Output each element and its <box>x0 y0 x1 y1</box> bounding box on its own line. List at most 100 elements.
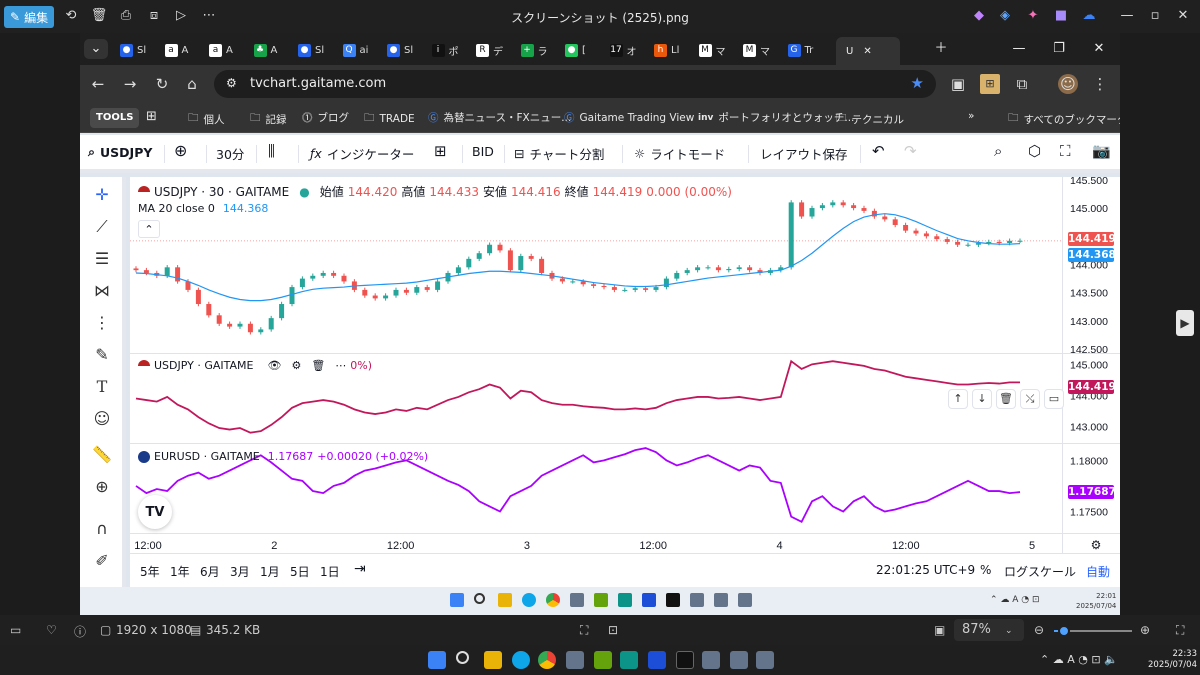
clock-label[interactable]: 22:01:25 UTC+9 <box>876 563 976 577</box>
bookmark-folder-4[interactable]: 🗀 テクニカル <box>836 110 904 128</box>
range-3m[interactable]: 3月 <box>230 565 250 579</box>
browser-tab[interactable]: G Tr <box>787 39 828 61</box>
fit-icon[interactable]: ⛶ <box>580 623 589 637</box>
interval-button[interactable]: 30分 <box>216 144 244 163</box>
reload-icon[interactable]: ↻ <box>155 75 169 93</box>
symbol-search[interactable]: ⌕ USDJPY <box>88 144 152 160</box>
back-icon[interactable]: ← <box>91 75 105 93</box>
app-icon[interactable] <box>756 651 774 669</box>
bookmark-star-icon[interactable]: ★ <box>910 74 924 92</box>
range-6m[interactable]: 6月 <box>200 565 220 579</box>
pane-remove-icon[interactable]: 🗑 <box>996 389 1016 409</box>
compare-icon[interactable]: ⊕ <box>174 141 188 160</box>
bookmark-folder-1[interactable]: 🗀 個人 <box>188 110 225 128</box>
tab-close-icon[interactable]: ✕ <box>863 45 872 57</box>
share-icon[interactable]: ◈ <box>1000 8 1010 23</box>
copilot-icon[interactable]: ◆ <box>974 8 984 23</box>
pane-settings-icon[interactable]: ⚙ <box>291 359 302 372</box>
edge-icon[interactable] <box>512 651 530 669</box>
browser-tab[interactable]: h Ll <box>654 39 694 61</box>
magnet-icon[interactable]: ∩ <box>96 519 108 538</box>
crosshair-icon[interactable]: ✛ <box>95 185 109 204</box>
search-icon[interactable] <box>456 651 469 664</box>
zoom-in-icon[interactable]: ⊕ <box>1140 623 1151 637</box>
zoom-slider-thumb[interactable] <box>1058 625 1070 637</box>
chrome-icon[interactable] <box>538 651 556 669</box>
extension2-icon[interactable]: ⊞ <box>980 74 1000 94</box>
settings-icon[interactable]: ⬡ <box>1028 142 1042 160</box>
text-icon[interactable]: T <box>96 377 108 396</box>
profile-avatar-icon[interactable]: ☺ <box>1058 74 1078 94</box>
apps-grid-icon[interactable]: ⊞ <box>146 109 157 124</box>
browser-tab[interactable]: ● Sl <box>298 39 338 61</box>
zoom-in-icon[interactable]: ⊕ <box>95 477 109 496</box>
pane-down-icon[interactable]: ↓ <box>972 389 992 409</box>
crop-icon[interactable]: ⧈ <box>149 8 159 23</box>
browser-minimize-icon[interactable]: — <box>1012 41 1026 56</box>
auto-scale-toggle[interactable]: 自動 <box>1086 565 1111 579</box>
actual-size-icon[interactable]: ⊡ <box>608 623 619 637</box>
pane2-symbol[interactable]: USDJPY · GAITAME <box>154 359 254 372</box>
camera-icon[interactable]: 📷 <box>1092 142 1111 160</box>
home-icon[interactable]: ⌂ <box>187 75 197 93</box>
chart-area[interactable]: 145.500145.000144.500144.000143.500143.0… <box>130 177 1120 587</box>
light-mode-button[interactable]: ☼ ライトモード <box>634 144 725 163</box>
app-icon[interactable] <box>730 651 748 669</box>
explorer-icon[interactable] <box>484 651 502 669</box>
tradingview-logo-icon[interactable]: TV <box>138 495 172 529</box>
fullscreen-icon[interactable]: ⛶ <box>1176 623 1185 637</box>
more-icon[interactable]: ⋯ <box>202 8 216 23</box>
quick-search-icon[interactable]: ⌕ <box>994 142 1003 160</box>
zoom-out-icon[interactable]: ⊖ <box>1034 623 1045 637</box>
range-5y[interactable]: 5年 <box>140 565 160 579</box>
filmstrip-icon[interactable]: ▭ <box>10 623 22 637</box>
bookmark-blog[interactable]: ⓵ ブログ <box>302 110 349 125</box>
bookmark-portfolio[interactable]: inv ポートフォリオとウォッチ... <box>698 110 854 125</box>
redo-icon[interactable]: ↷ <box>904 142 917 160</box>
chart-canvas[interactable]: 145.500145.000144.500144.000143.500143.0… <box>130 177 1120 553</box>
visibility-icon[interactable]: 👁 <box>267 359 282 372</box>
extensions-puzzle-icon[interactable]: ⧉ <box>1016 75 1028 93</box>
restore-icon[interactable]: ▫ <box>1150 8 1160 23</box>
app-icon[interactable] <box>566 651 584 669</box>
delete-icon[interactable]: 🗑 <box>90 8 108 23</box>
app-icon[interactable] <box>676 651 694 669</box>
range-1m[interactable]: 1月 <box>260 565 280 579</box>
new-tab-icon[interactable]: ＋ <box>934 41 948 56</box>
bid-button[interactable]: BID <box>472 144 494 159</box>
pane-maximize-icon[interactable]: ▭ <box>1044 389 1064 409</box>
omnibox[interactable]: ⚙ tvchart.gaitame.com ★ <box>214 70 936 98</box>
info-icon[interactable]: ⓘ <box>74 625 87 639</box>
designer-icon[interactable]: ■ <box>1054 8 1068 23</box>
browser-tab[interactable]: ● Sl <box>120 39 160 61</box>
ma-legend[interactable]: MA 20 close 0 144.368 <box>138 202 268 215</box>
lock-drawing-icon[interactable]: ✐ <box>95 551 109 570</box>
range-1y[interactable]: 1年 <box>170 565 190 579</box>
favorite-icon[interactable]: ♡ <box>46 623 57 637</box>
close-icon[interactable]: ✕ <box>1177 8 1189 23</box>
fib-icon[interactable]: ☰ <box>94 249 110 268</box>
bookmark-news[interactable]: Ⓖ 為替ニュース・FXニュー... <box>428 110 571 125</box>
browser-tab[interactable]: ●[ <box>565 39 605 61</box>
print-icon[interactable]: ⎙ <box>120 8 132 23</box>
browser-tab[interactable]: ● Sl <box>387 39 427 61</box>
range-1d[interactable]: 1日 <box>320 565 340 579</box>
tab-search-icon[interactable]: ⌄ <box>84 39 108 59</box>
browser-restore-icon[interactable]: ❐ <box>1053 41 1065 56</box>
main-symbol[interactable]: USDJPY · 30 · GAITAME <box>154 184 290 199</box>
pane3-symbol[interactable]: EURUSD · GAITAME <box>154 450 260 463</box>
start-icon[interactable] <box>428 651 446 669</box>
next-image-icon[interactable]: ▶ <box>1176 310 1194 336</box>
save-layout-button[interactable]: レイアウト保存 <box>760 144 848 163</box>
forward-icon[interactable]: → <box>123 75 137 93</box>
tray-icons[interactable]: ⌃ ☁ A ◔ ⊡ 🔈 <box>1040 653 1118 666</box>
browser-tab[interactable]: 17 オ <box>609 39 650 61</box>
active-tab[interactable]: U ✕ <box>836 37 900 65</box>
pattern-icon[interactable]: ⋈ <box>94 281 110 300</box>
